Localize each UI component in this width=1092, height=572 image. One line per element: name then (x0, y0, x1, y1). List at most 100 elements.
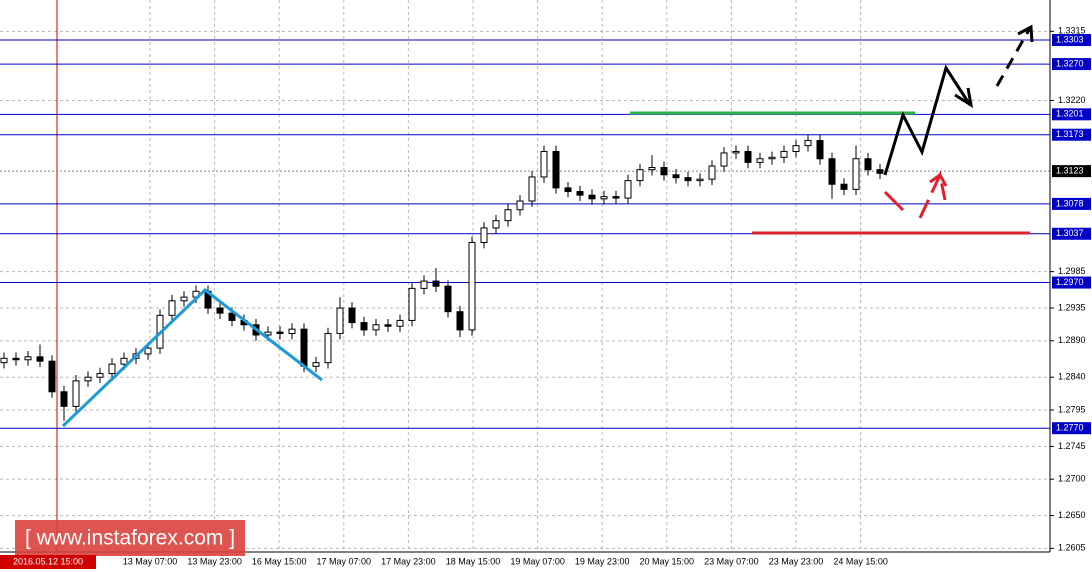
crosshair-box (0, 555, 96, 569)
candle-body (720, 152, 728, 167)
y-tick-label: 1.2840 (1058, 372, 1086, 382)
price-label: 1.3123 (1056, 166, 1084, 176)
candle-body (516, 200, 524, 211)
candle-body (60, 391, 68, 407)
candle-body (708, 165, 716, 180)
candle-body (732, 150, 740, 154)
candle-body (396, 319, 404, 327)
wave-line (61, 288, 323, 428)
candle-body (876, 169, 884, 174)
y-tick-label: 1.2745 (1058, 441, 1086, 451)
x-tick-label: 24 May 15:00 (833, 556, 888, 566)
candle-body (552, 150, 560, 189)
candle-body (612, 196, 620, 199)
forecast-path (883, 64, 972, 176)
price-box (1052, 165, 1091, 178)
candle-body (108, 363, 116, 375)
x-tick-label: 20 May 15:00 (640, 556, 695, 566)
x-tick-label: 18 May 15:00 (446, 556, 501, 566)
x-tick-label: 13 May 23:00 (187, 556, 242, 566)
level-box (1052, 227, 1091, 240)
candle-body (576, 191, 584, 196)
candle-body (120, 357, 128, 365)
candle-body (48, 360, 56, 393)
x-tick-label: 13 May 07:00 (123, 556, 178, 566)
candle-body (216, 307, 224, 314)
crosshair-label: 2016.05.12 15:00 (13, 556, 83, 566)
arrow-head (1017, 24, 1034, 43)
candle-body (684, 177, 692, 182)
x-tick-label: 16 May 15:00 (252, 556, 307, 566)
watermark-box (15, 520, 245, 556)
candle-body (672, 174, 680, 179)
candle-body (840, 183, 848, 190)
level-box (1052, 34, 1091, 47)
candle-body (792, 145, 800, 152)
y-tick-label: 1.3315 (1058, 26, 1086, 36)
candle-body (408, 287, 416, 321)
level-label: 1.2770 (1056, 423, 1084, 433)
candle-body (360, 322, 368, 331)
candle-body (276, 331, 284, 335)
candle-body (12, 357, 20, 361)
candle-body (420, 280, 428, 289)
watermark: [ www.instaforex.com ] (25, 527, 235, 550)
candle-body (300, 328, 308, 367)
x-tick-label: 19 May 07:00 (510, 556, 565, 566)
level-box (1052, 128, 1091, 141)
candle-body (84, 376, 92, 382)
alt-path (883, 190, 905, 212)
candle-body (228, 312, 236, 321)
candle-body (816, 140, 824, 160)
candle-body (636, 169, 644, 182)
candle-body (504, 209, 512, 222)
candle-body (96, 373, 104, 378)
candle-body (480, 227, 488, 244)
candle-body (468, 242, 476, 331)
candle-body (36, 356, 44, 362)
candle-body (564, 187, 572, 193)
candle-body (432, 280, 440, 287)
candle-body (648, 166, 656, 171)
level-label: 1.3078 (1056, 198, 1084, 208)
level-label: 1.3303 (1056, 34, 1084, 44)
candle-body (324, 333, 332, 364)
x-tick-label: 23 May 07:00 (704, 556, 759, 566)
candle-body (384, 324, 392, 327)
arrow-head (954, 87, 974, 109)
level-box (1052, 276, 1091, 289)
candle-body (288, 328, 296, 335)
candle-body (696, 178, 704, 182)
forecast-dashed (995, 27, 1032, 87)
axis-labels: 1.3315 1.3220 1.2985 1.2935 1.2890 1.2840 1.27… (123, 26, 1091, 566)
candles (0, 134, 884, 421)
level-label: 1.3270 (1056, 58, 1084, 68)
candle-body (348, 307, 356, 324)
x-tick-label: 23 May 23:00 (769, 556, 824, 566)
candle-body (492, 220, 500, 229)
candle-body (528, 176, 536, 202)
candle-body (24, 356, 32, 361)
candle-body (144, 347, 152, 355)
y-tick-label: 1.2650 (1058, 510, 1086, 520)
candle-body (864, 158, 872, 171)
candle-body (312, 362, 320, 367)
level-label: 1.3173 (1056, 129, 1084, 139)
candle-body (444, 285, 452, 313)
candle-body (828, 158, 836, 185)
candle-body (336, 307, 344, 335)
candle-body (600, 196, 608, 200)
y-tick-label: 1.2935 (1058, 302, 1086, 312)
candle-body (660, 166, 668, 176)
y-tick-label: 1.2700 (1058, 474, 1086, 484)
candle-body (624, 180, 632, 199)
y-tick-label: 1.2890 (1058, 335, 1086, 345)
candle-body (852, 158, 860, 190)
candle-body (72, 380, 80, 407)
candle-body (180, 296, 188, 302)
x-tick-label: 17 May 07:00 (317, 556, 372, 566)
candle-body (540, 150, 548, 178)
x-tick-label: 19 May 23:00 (575, 556, 630, 566)
arrow-head (929, 172, 948, 187)
